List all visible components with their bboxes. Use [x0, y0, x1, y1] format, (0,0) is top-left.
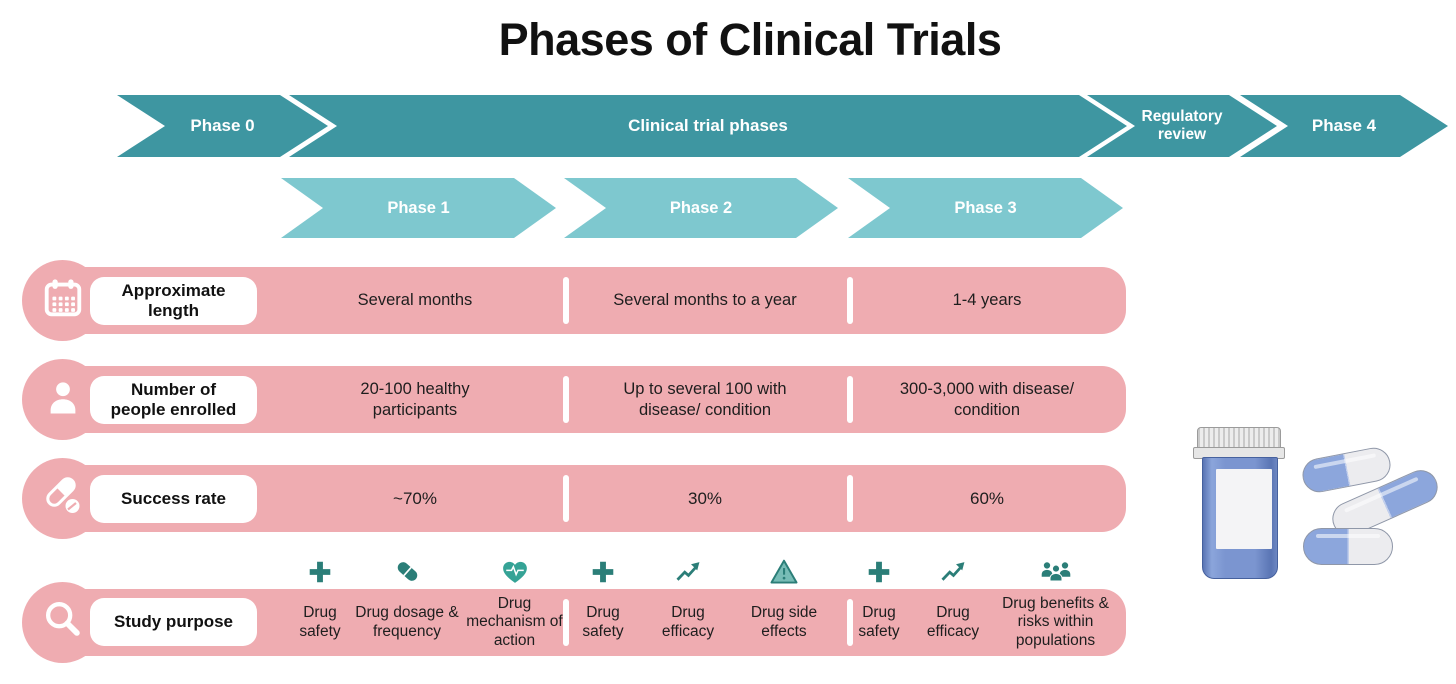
- cell-phase2-people: Up to several 100 with disease/ conditio…: [623, 379, 787, 419]
- arrow-phase-2: Phase 2: [564, 178, 838, 238]
- column-divider: [847, 277, 853, 324]
- row-icon-badge: [22, 260, 103, 341]
- capsule-illustration: [1303, 528, 1393, 565]
- pills-icon: [39, 472, 87, 525]
- column-divider: [847, 599, 853, 646]
- arrow-label: Phase 4: [1311, 116, 1377, 136]
- arrow-label: Phase 1: [387, 198, 450, 217]
- purpose-text: Drug safety: [858, 603, 900, 640]
- column-divider: [847, 376, 853, 423]
- row-icon-badge: [22, 582, 103, 663]
- cell-phase2-success: 30%: [687, 488, 723, 508]
- column-divider: [563, 277, 569, 324]
- people-group-icon: [1038, 551, 1074, 585]
- cell-phase1-length: Several months: [357, 291, 473, 310]
- bottle-label: [1216, 469, 1272, 549]
- column-divider: [563, 599, 569, 646]
- purpose-item: Drug safety: [568, 551, 638, 656]
- arrow-phase-1: Phase 1: [281, 178, 556, 238]
- purpose-item: Drug efficacy: [913, 551, 993, 656]
- purpose-text: Drug safety: [582, 603, 624, 640]
- arrow-label: Clinical trial phases: [628, 116, 788, 136]
- column-divider: [563, 475, 569, 522]
- arrow-label: Phase 3: [954, 198, 1017, 217]
- arrow-label: Regulatory review: [1141, 108, 1223, 143]
- row-label: Number of people enrolled: [90, 376, 257, 424]
- purpose-item: Drug side effects: [734, 551, 834, 656]
- purpose-text: Drug mechanism of action: [466, 594, 563, 649]
- purpose-text: Drug benefits & risks within populations: [1002, 594, 1109, 649]
- purpose-item: Drug mechanism of action: [462, 551, 567, 656]
- magnifier-icon: [40, 597, 86, 648]
- cell-phase2-length: Several months to a year: [613, 291, 797, 310]
- warning-triangle-icon: [769, 551, 799, 585]
- heart-pulse-icon: [500, 551, 530, 585]
- purpose-item: Drug safety: [285, 551, 355, 656]
- purpose-item: Drug benefits & risks within populations: [993, 551, 1118, 656]
- purpose-text: Drug efficacy: [661, 603, 715, 640]
- plus-icon: [307, 551, 333, 585]
- arrow-label: Phase 0: [190, 116, 255, 136]
- cell-phase3-length: 1-4 years: [952, 291, 1022, 310]
- calendar-icon: [40, 275, 86, 326]
- person-icon: [41, 375, 85, 424]
- plus-icon: [590, 551, 616, 585]
- purpose-item: Drug efficacy: [648, 551, 728, 656]
- purpose-text: Drug dosage & frequency: [355, 603, 459, 640]
- cell-phase1-success: ~70%: [393, 488, 437, 508]
- row-label: Study purpose: [90, 598, 257, 646]
- column-divider: [847, 475, 853, 522]
- arrow-label: Phase 2: [669, 198, 733, 217]
- trend-up-icon: [938, 551, 968, 585]
- page-title: Phases of Clinical Trials: [498, 14, 1002, 65]
- arrow-clinical-trial-phases: Clinical trial phases: [289, 95, 1127, 157]
- row-icon-badge: [22, 458, 103, 539]
- purpose-text: Drug safety: [299, 603, 341, 640]
- cell-phase3-people: 300-3,000 with disease/ condition: [899, 379, 1075, 419]
- purpose-item: Drug safety: [844, 551, 914, 656]
- purpose-item: Drug dosage & frequency: [347, 551, 467, 656]
- cell-phase1-people: 20-100 healthy participants: [360, 379, 470, 419]
- trend-up-icon: [673, 551, 703, 585]
- purpose-text: Drug side effects: [750, 603, 818, 640]
- column-divider: [563, 376, 569, 423]
- plus-icon: [866, 551, 892, 585]
- row-label: Approximate length: [90, 277, 257, 325]
- purpose-text: Drug efficacy: [926, 603, 980, 640]
- capsule-icon: [394, 551, 421, 585]
- row-icon-badge: [22, 359, 103, 440]
- cell-phase3-success: 60%: [969, 488, 1005, 508]
- arrow-phase-3: Phase 3: [848, 178, 1123, 238]
- row-label: Success rate: [90, 475, 257, 523]
- arrow-phase-0: Phase 0: [117, 95, 328, 157]
